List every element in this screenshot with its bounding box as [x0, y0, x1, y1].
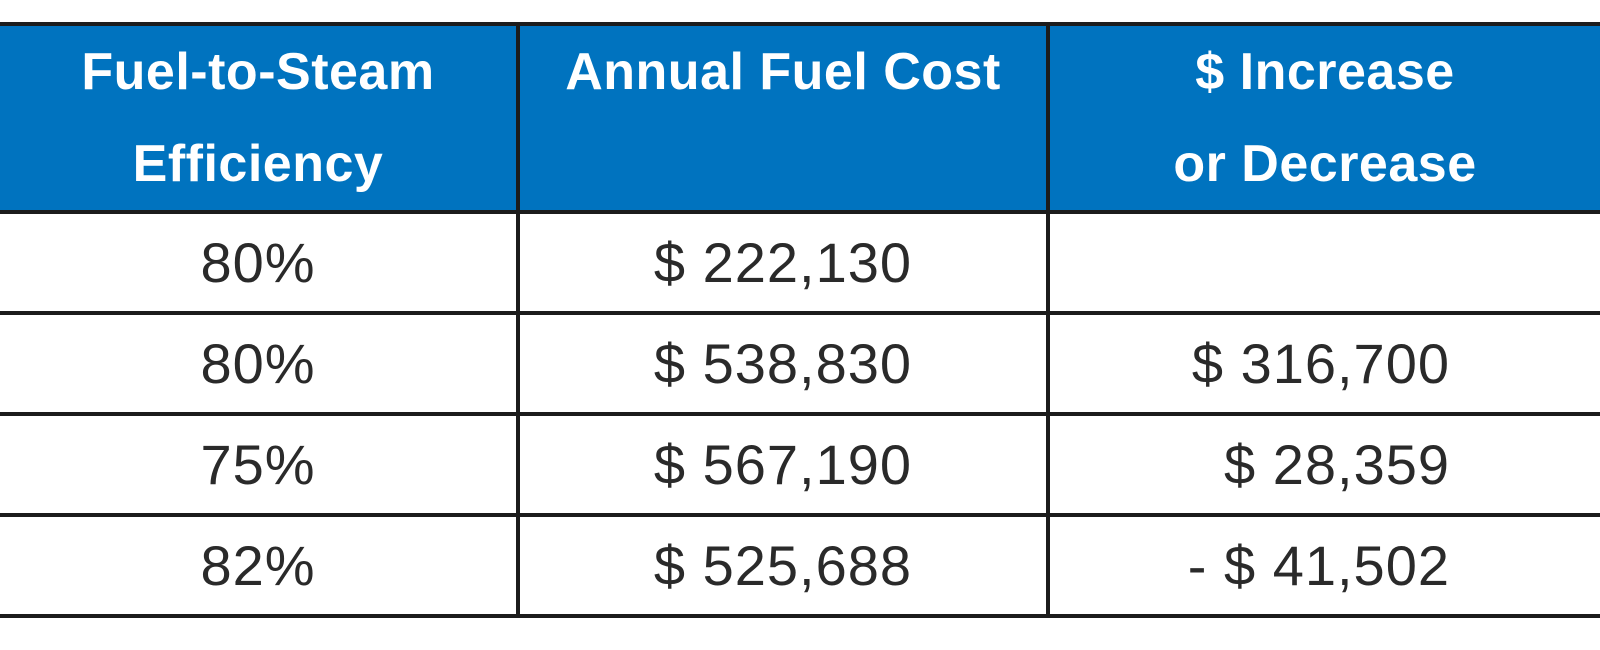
table-header: Fuel-to-Steam Efficiency Annual Fuel Cos… [0, 22, 1600, 214]
cell-efficiency: 80% [0, 210, 520, 315]
header-efficiency-line1: Fuel-to-Steam [81, 43, 435, 101]
header-annual-fuel-cost: Annual Fuel Cost [516, 22, 1050, 214]
cell-efficiency: 80% [0, 311, 520, 416]
header-efficiency-line2: Efficiency [132, 135, 384, 193]
table-row: 82% $ 525,688 - $ 41,502 [0, 513, 1600, 618]
fuel-cost-table: Fuel-to-Steam Efficiency Annual Fuel Cos… [0, 22, 1600, 618]
cell-efficiency: 75% [0, 412, 520, 517]
header-change: $ Increase or Decrease [1046, 22, 1600, 214]
table-body: 80% $ 222,130 80% $ 538,830 $ 316,700 75… [0, 210, 1600, 618]
fuel-cost-table-container: Fuel-to-Steam Efficiency Annual Fuel Cos… [0, 22, 1600, 618]
cell-annual-fuel-cost: $ 567,190 [516, 412, 1050, 517]
table-row: 75% $ 567,190 $ 28,359 [0, 412, 1600, 517]
header-annual-fuel-cost-line1: Annual Fuel Cost [565, 43, 1001, 101]
cell-annual-fuel-cost: $ 525,688 [516, 513, 1050, 618]
table-row: 80% $ 222,130 [0, 210, 1600, 315]
cell-efficiency: 82% [0, 513, 520, 618]
cell-annual-fuel-cost: $ 538,830 [516, 311, 1050, 416]
header-row: Fuel-to-Steam Efficiency Annual Fuel Cos… [0, 22, 1600, 214]
cell-change [1046, 210, 1600, 315]
cell-annual-fuel-cost: $ 222,130 [516, 210, 1050, 315]
table-row: 80% $ 538,830 $ 316,700 [0, 311, 1600, 416]
header-annual-fuel-cost-line2 [520, 118, 1046, 210]
cell-change: $ 316,700 [1046, 311, 1600, 416]
header-efficiency: Fuel-to-Steam Efficiency [0, 22, 520, 214]
cell-change: $ 28,359 [1046, 412, 1600, 517]
cell-change: - $ 41,502 [1046, 513, 1600, 618]
header-change-line2: or Decrease [1173, 135, 1477, 193]
header-change-line1: $ Increase [1195, 43, 1455, 101]
